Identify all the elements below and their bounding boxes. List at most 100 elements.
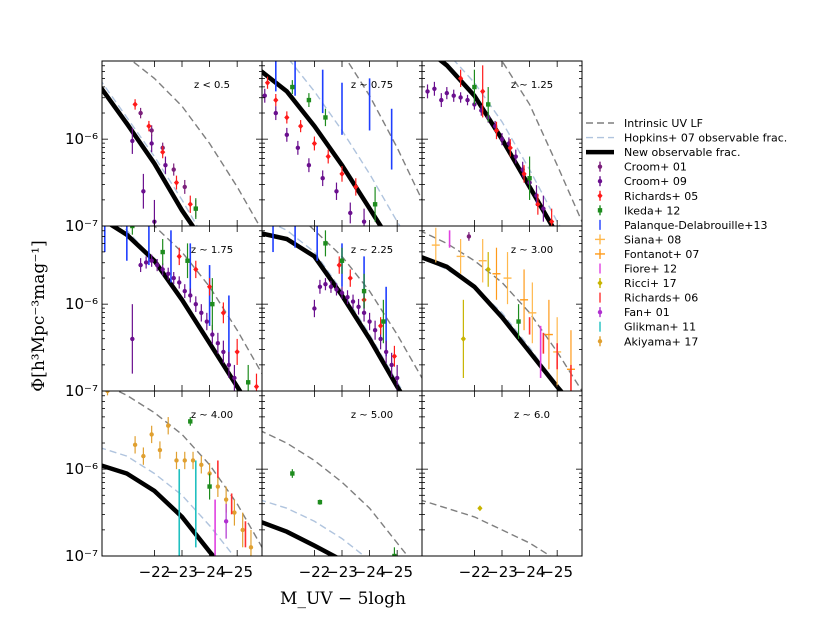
x-tick-label: −24 bbox=[354, 563, 386, 581]
data-point bbox=[356, 304, 361, 309]
data-point bbox=[485, 266, 491, 273]
panel-plot-area bbox=[422, 499, 552, 556]
data-point bbox=[317, 284, 323, 289]
data-point bbox=[325, 153, 331, 160]
data-point bbox=[339, 258, 345, 263]
panel-plot-area bbox=[262, 61, 422, 226]
data-point bbox=[372, 328, 378, 333]
legend-label: New observable frac. bbox=[624, 146, 740, 159]
y-tick-label: 10⁻⁷ bbox=[65, 382, 98, 400]
data-point bbox=[248, 545, 254, 550]
legend-item: Richards+ 06 bbox=[599, 292, 698, 305]
panel-5: z ~ 2.25 bbox=[261, 225, 423, 392]
x-tick-label: −23 bbox=[486, 563, 518, 581]
data-point bbox=[334, 287, 339, 292]
new-observable-curve bbox=[262, 69, 384, 226]
data-point bbox=[223, 497, 229, 502]
legend-label: Intrinsic UV LF bbox=[624, 117, 703, 130]
panel-frame bbox=[101, 225, 263, 392]
panel-frame bbox=[421, 225, 583, 392]
legend-label: Ricci+ 17 bbox=[624, 277, 677, 290]
data-point bbox=[347, 275, 353, 282]
panel-redshift-label: z ~ 3.00 bbox=[511, 245, 553, 256]
y-axis-label: Φ[h³Mpc⁻³mag⁻¹] bbox=[29, 240, 49, 392]
data-point bbox=[367, 319, 372, 324]
new-observable-curve bbox=[422, 255, 564, 391]
data-point bbox=[323, 241, 328, 246]
panel-plot-area bbox=[262, 226, 422, 391]
data-point bbox=[160, 267, 165, 272]
hopkins-curve bbox=[102, 447, 235, 556]
data-point bbox=[232, 510, 237, 515]
hopkins-curve bbox=[289, 61, 401, 226]
panel-9: −22−23−24−25 z ~ 6.0 bbox=[421, 390, 583, 581]
legend-item: Richards+ 05 bbox=[597, 190, 698, 203]
data-point bbox=[535, 201, 541, 208]
data-point bbox=[378, 322, 384, 329]
panel-4: 10⁻⁶ 10⁻⁷ z ~ 1.75 bbox=[65, 225, 263, 400]
panel-redshift-label: z ~ 4.00 bbox=[191, 410, 233, 421]
data-point bbox=[182, 184, 187, 190]
data-point bbox=[149, 258, 154, 263]
data-point bbox=[226, 362, 232, 368]
data-point bbox=[320, 176, 325, 181]
panel-2: z ~ 0.75 bbox=[261, 60, 423, 227]
panels-group: 10⁻⁶ 10⁻⁷ z < 0.5 z ~ 0.75 z ~ 1.25 10⁻⁶ 10⁻⁷ z… bbox=[65, 60, 583, 581]
y-tick-label: 10⁻⁷ bbox=[65, 217, 98, 235]
new-observable-curve bbox=[102, 85, 196, 226]
legend-swatch bbox=[597, 339, 603, 344]
data-point bbox=[188, 419, 193, 424]
data-point bbox=[204, 319, 210, 324]
legend-item: Palanque-Delabrouille+13 bbox=[599, 219, 768, 232]
legend-label: Siana+ 08 bbox=[624, 233, 681, 246]
data-point bbox=[323, 281, 328, 287]
data-point bbox=[206, 283, 213, 290]
data-point bbox=[173, 179, 180, 186]
data-point bbox=[350, 299, 356, 304]
panel-redshift-label: z ~ 1.25 bbox=[511, 80, 553, 91]
data-point bbox=[361, 219, 367, 224]
hopkins-curve bbox=[422, 256, 561, 391]
panel-7: 10⁻⁶ 10⁻⁷ −22−23−24−25 z ~ 4.00 bbox=[65, 390, 263, 581]
data-point bbox=[339, 290, 345, 296]
data-point bbox=[458, 75, 464, 82]
legend-item: Akiyama+ 17 bbox=[597, 335, 698, 348]
data-point bbox=[149, 141, 154, 146]
data-point bbox=[171, 167, 176, 172]
data-point bbox=[199, 310, 204, 316]
data-point bbox=[466, 234, 472, 239]
data-point bbox=[141, 189, 146, 194]
data-point bbox=[273, 97, 279, 104]
data-point bbox=[439, 97, 444, 103]
legend-label: Richards+ 06 bbox=[624, 292, 698, 305]
data-point bbox=[160, 249, 165, 255]
legend-swatch bbox=[597, 192, 603, 199]
data-point bbox=[312, 306, 317, 311]
legend-item: Siana+ 08 bbox=[595, 233, 681, 246]
legend-item: Fan+ 01 bbox=[597, 306, 670, 319]
legend-item: Fiore+ 12 bbox=[599, 263, 677, 276]
panel-plot-area bbox=[262, 430, 409, 556]
data-point bbox=[389, 362, 394, 368]
intrinsic-curve bbox=[422, 499, 552, 556]
panel-redshift-label: z ~ 6.0 bbox=[514, 410, 550, 421]
legend-item: Croom+ 09 bbox=[597, 175, 687, 188]
intrinsic-curve bbox=[116, 391, 262, 548]
data-point bbox=[138, 110, 143, 116]
panel-plot-area bbox=[422, 227, 582, 391]
data-point bbox=[264, 79, 271, 86]
data-point bbox=[458, 95, 463, 100]
legend-item: Ricci+ 17 bbox=[597, 277, 677, 290]
panel-redshift-label: z ~ 0.75 bbox=[351, 80, 393, 91]
intrinsic-curve bbox=[131, 61, 261, 226]
x-tick-label: −25 bbox=[541, 563, 573, 581]
data-point bbox=[105, 391, 110, 394]
data-point bbox=[166, 271, 171, 276]
data-point bbox=[541, 206, 546, 211]
legend-item: Intrinsic UV LF bbox=[586, 117, 703, 130]
legend-item: Ikeda+ 12 bbox=[597, 204, 680, 217]
x-tick-label: −25 bbox=[221, 563, 253, 581]
y-tick-label: 10⁻⁶ bbox=[65, 130, 98, 148]
data-point bbox=[215, 341, 221, 346]
data-point bbox=[132, 101, 138, 108]
